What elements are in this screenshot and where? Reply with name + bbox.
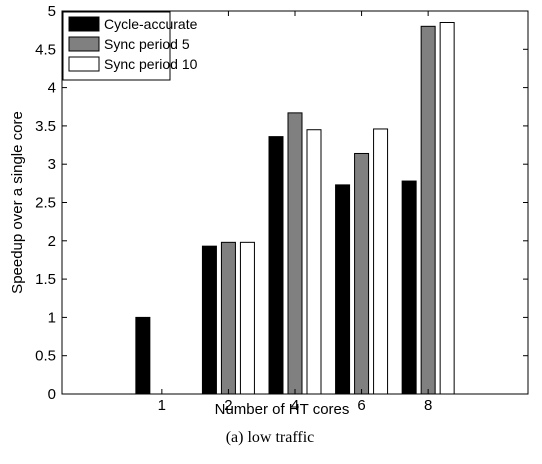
y-tick-label: 5 (48, 3, 56, 20)
y-tick-label: 1.5 (35, 271, 56, 288)
bar-sync-period-5-2 (220, 241, 236, 395)
x-tick-label: 1 (158, 397, 166, 414)
x-tick-label: 6 (357, 397, 365, 414)
legend-swatch-sync-period-10 (68, 56, 100, 72)
x-axis-title: Number of HT cores (215, 401, 350, 418)
bar-sync-period-10-8 (439, 21, 455, 395)
legend-swatch-sync-period-5 (68, 36, 100, 52)
legend-swatch-cycle-accurate (68, 16, 100, 32)
bars-layer (135, 21, 455, 395)
bar-cycle-accurate-2 (201, 245, 217, 395)
y-axis: 0 0.5 1 1.5 2 2.5 3 3.5 4 4.5 5 (35, 3, 528, 403)
y-tick-label: 0.5 (35, 348, 56, 365)
y-axis-title: Speedup over a single core (9, 111, 26, 294)
legend-label-cycle-accurate: Cycle-accurate (104, 16, 198, 32)
x-tick-label: 8 (424, 397, 432, 414)
bar-cycle-accurate-8 (401, 180, 417, 395)
legend-label-sync-period-5: Sync period 5 (104, 36, 190, 52)
x-axis: 1 2 4 6 8 (158, 11, 432, 414)
figure-caption: (a) low traffic (226, 429, 315, 446)
legend-label-sync-period-10: Sync period 10 (104, 56, 198, 72)
legend: Cycle-accurate Sync period 5 Sync period 1… (62, 11, 198, 81)
x-tick-label: 4 (291, 397, 299, 414)
y-tick-label: 3.5 (35, 118, 56, 135)
y-tick-label: 4 (48, 80, 56, 97)
y-tick-label: 3 (48, 156, 56, 173)
bar-sync-period-10-2 (239, 241, 255, 395)
bar-sync-period-5-6 (354, 152, 370, 395)
bar-cycle-accurate-4 (268, 136, 284, 395)
bar-sync-period-5-4 (287, 112, 303, 395)
y-tick-label: 4.5 (35, 41, 56, 58)
x-tick-label: 2 (224, 397, 232, 414)
y-tick-label: 2 (48, 233, 56, 250)
bar-sync-period-5-8 (420, 25, 436, 395)
y-tick-label: 0 (48, 386, 56, 403)
y-tick-label: 2.5 (35, 195, 56, 212)
y-tick-label: 1 (48, 309, 56, 326)
bar-sync-period-10-4 (306, 129, 322, 395)
bar-cycle-accurate-6 (335, 184, 351, 395)
bar-cycle-accurate-1 (135, 316, 151, 395)
bar-sync-period-10-6 (373, 128, 389, 395)
